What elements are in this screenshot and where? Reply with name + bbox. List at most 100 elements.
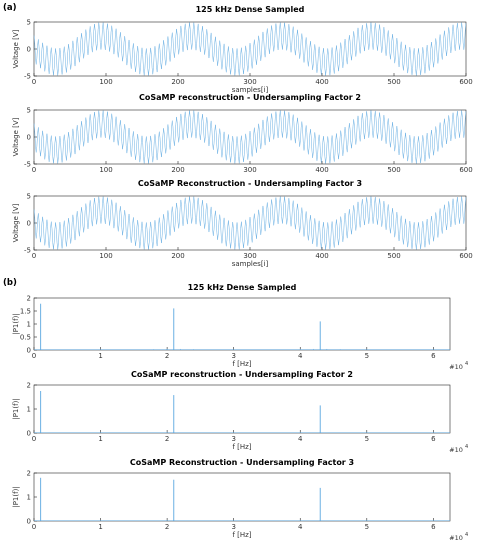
y-tick-label: -5 (24, 161, 31, 169)
y-tick-label: 0 (27, 430, 31, 438)
x-tick-label: 200 (171, 252, 184, 260)
x-tick-label: 6 (431, 352, 436, 360)
x-exponent-label: #10 (449, 534, 463, 542)
x-tick-label: 600 (459, 78, 472, 86)
x-tick-label: 600 (459, 166, 472, 174)
series-line (33, 110, 467, 164)
y-axis-label: |P1(f)| (12, 486, 20, 507)
subplot-4: 125 kHz Dense Sampled 0 1 2 3 4 5 6 0 0.5 1 1.5 2 f [… (12, 283, 468, 371)
x-exponent-power: 4 (465, 532, 468, 538)
x-tick-label: 0 (32, 523, 36, 531)
x-tick-label: 200 (171, 78, 184, 86)
x-tick-label: 5 (365, 435, 369, 443)
chart-title: 125 kHz Dense Sampled (196, 5, 305, 14)
x-tick-label: 400 (315, 78, 328, 86)
plot-area (33, 109, 467, 165)
x-tick-label: 500 (387, 252, 400, 260)
y-axis-label: Voltage [V] (12, 117, 20, 156)
x-tick-label: 0 (32, 78, 36, 86)
x-exponent-power: 4 (465, 361, 468, 367)
y-tick-label: 0 (27, 46, 31, 54)
x-tick-label: 3 (231, 523, 235, 531)
chart-title: CoSaMP Reconstruction - Undersampling Fa… (130, 458, 354, 467)
y-tick-label: 0 (27, 347, 31, 355)
x-tick-label: 0 (32, 166, 36, 174)
x-tick-label: 500 (387, 78, 400, 86)
x-exponent-label: #10 (449, 363, 463, 371)
y-tick-label: 2 (27, 382, 31, 390)
x-tick-label: 200 (171, 166, 184, 174)
x-tick-label: 400 (315, 166, 328, 174)
x-tick-label: 100 (99, 78, 112, 86)
y-tick-label: 5 (27, 193, 31, 201)
x-axis-label: f [Hz] (232, 360, 251, 368)
x-tick-label: 0 (32, 252, 36, 260)
x-tick-label: 0 (32, 352, 36, 360)
panel-b-label: (b) (3, 278, 17, 288)
x-tick-label: 300 (243, 78, 256, 86)
plot-area (33, 297, 451, 351)
x-tick-label: 3 (231, 435, 235, 443)
y-axis-label: |P1(f)| (12, 398, 20, 419)
x-axis-label: f [Hz] (232, 531, 251, 539)
y-tick-label: 1.5 (20, 308, 31, 316)
y-tick-label: -5 (24, 73, 31, 81)
chart-title: CoSaMP Reconstruction - Undersampling Fa… (138, 179, 362, 188)
y-tick-label: -5 (24, 247, 31, 255)
x-tick-label: 600 (459, 252, 472, 260)
y-tick-label: 5 (27, 107, 31, 115)
y-tick-label: 0 (27, 220, 31, 228)
x-tick-label: 0 (32, 435, 36, 443)
x-tick-label: 5 (365, 523, 369, 531)
y-axis-label: Voltage [V] (12, 29, 20, 68)
x-tick-label: 2 (165, 435, 169, 443)
chart-title: 125 kHz Dense Sampled (188, 283, 297, 292)
y-tick-label: 5 (27, 19, 31, 27)
y-tick-label: 0.5 (20, 334, 31, 342)
x-tick-label: 300 (243, 252, 256, 260)
x-tick-label: 4 (298, 523, 303, 531)
plot-area (33, 472, 451, 522)
x-exponent-power: 4 (465, 444, 468, 450)
plot-area (33, 384, 451, 434)
x-axis-label: samples[i] (232, 86, 269, 94)
chart-title: CoSaMP reconstruction - Undersampling Fa… (139, 93, 361, 102)
series-line (33, 196, 467, 250)
x-tick-label: 1 (98, 435, 102, 443)
x-tick-label: 100 (99, 252, 112, 260)
subplot-1: 125 kHz Dense Sampled 0 100 200 300 400 500 600… (12, 5, 473, 94)
x-tick-label: 5 (365, 352, 369, 360)
panel-a-label: (a) (3, 3, 17, 13)
x-tick-label: 2 (165, 352, 169, 360)
y-tick-label: 2 (27, 470, 31, 478)
y-tick-label: 1 (27, 494, 31, 502)
y-tick-label: 0 (27, 518, 31, 526)
x-axis-label: samples[i] (232, 260, 269, 268)
y-axis-label: Voltage [V] (12, 203, 20, 242)
x-tick-label: 4 (298, 435, 303, 443)
x-axis-label: f [Hz] (232, 443, 251, 451)
y-tick-label: 2 (27, 295, 31, 303)
x-exponent-label: #10 (449, 446, 463, 454)
y-tick-label: 0 (27, 134, 31, 142)
x-tick-label: 4 (298, 352, 303, 360)
x-tick-label: 400 (315, 252, 328, 260)
x-tick-label: 6 (431, 435, 436, 443)
x-tick-label: 500 (387, 166, 400, 174)
subplot-2: CoSaMP reconstruction - Undersampling Fa… (12, 93, 473, 174)
subplot-5: CoSaMP reconstruction - Undersampling Fa… (12, 370, 468, 454)
subplot-3: CoSaMP Reconstruction - Undersampling Fa… (12, 179, 473, 268)
plot-area (33, 21, 467, 77)
x-tick-label: 2 (165, 523, 169, 531)
x-tick-label: 1 (98, 523, 102, 531)
x-tick-label: 3 (231, 352, 235, 360)
x-tick-label: 1 (98, 352, 102, 360)
y-axis-label: |P1(f)| (12, 313, 20, 334)
x-tick-label: 300 (243, 166, 256, 174)
subplot-6: CoSaMP Reconstruction - Undersampling Fa… (12, 458, 468, 542)
x-tick-label: 6 (431, 523, 436, 531)
y-tick-label: 1 (27, 321, 31, 329)
plot-area (33, 195, 467, 251)
series-line (33, 22, 467, 76)
